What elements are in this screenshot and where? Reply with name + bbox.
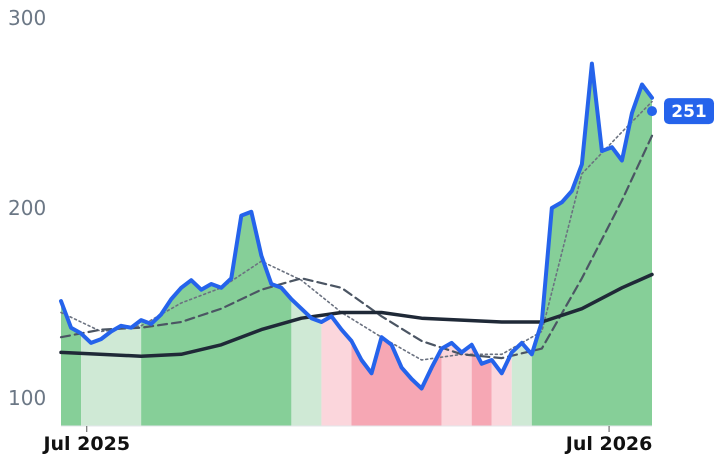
band-red-7 xyxy=(471,344,492,426)
band-green-10 xyxy=(531,63,652,426)
price-line xyxy=(59,61,654,391)
y-tick-label-100: 100 xyxy=(8,386,46,410)
long-ma-line xyxy=(59,272,654,358)
y-tick-label-200: 200 xyxy=(8,196,46,220)
band-green-0 xyxy=(61,301,82,426)
mid-ma-line xyxy=(59,134,654,360)
band-green_light-3 xyxy=(291,299,322,426)
y-axis-ticks: 100 200 300 xyxy=(8,6,46,410)
last-value-dot xyxy=(647,106,657,117)
x-tick-label-1: Jul 2026 xyxy=(564,433,653,455)
band-green-2 xyxy=(141,211,292,426)
band-red_light-8 xyxy=(491,352,512,426)
last-value-label: 251 xyxy=(671,102,707,122)
y-tick-label-300: 300 xyxy=(8,6,46,30)
trend-bands xyxy=(61,63,652,426)
band-red_light-6 xyxy=(441,342,472,426)
series-lines xyxy=(59,61,654,391)
band-red_light-4 xyxy=(321,316,352,426)
band-green_light-9 xyxy=(511,342,532,426)
band-red-5 xyxy=(351,337,442,426)
x-axis-ticks: Jul 2025 Jul 2026 xyxy=(41,426,652,455)
last-value-marker: 251 xyxy=(647,98,714,125)
short-ma-line xyxy=(60,100,653,361)
last-value-badge xyxy=(664,98,714,125)
x-tick-label-0: Jul 2025 xyxy=(41,433,130,455)
band-green_light-1 xyxy=(81,320,142,426)
